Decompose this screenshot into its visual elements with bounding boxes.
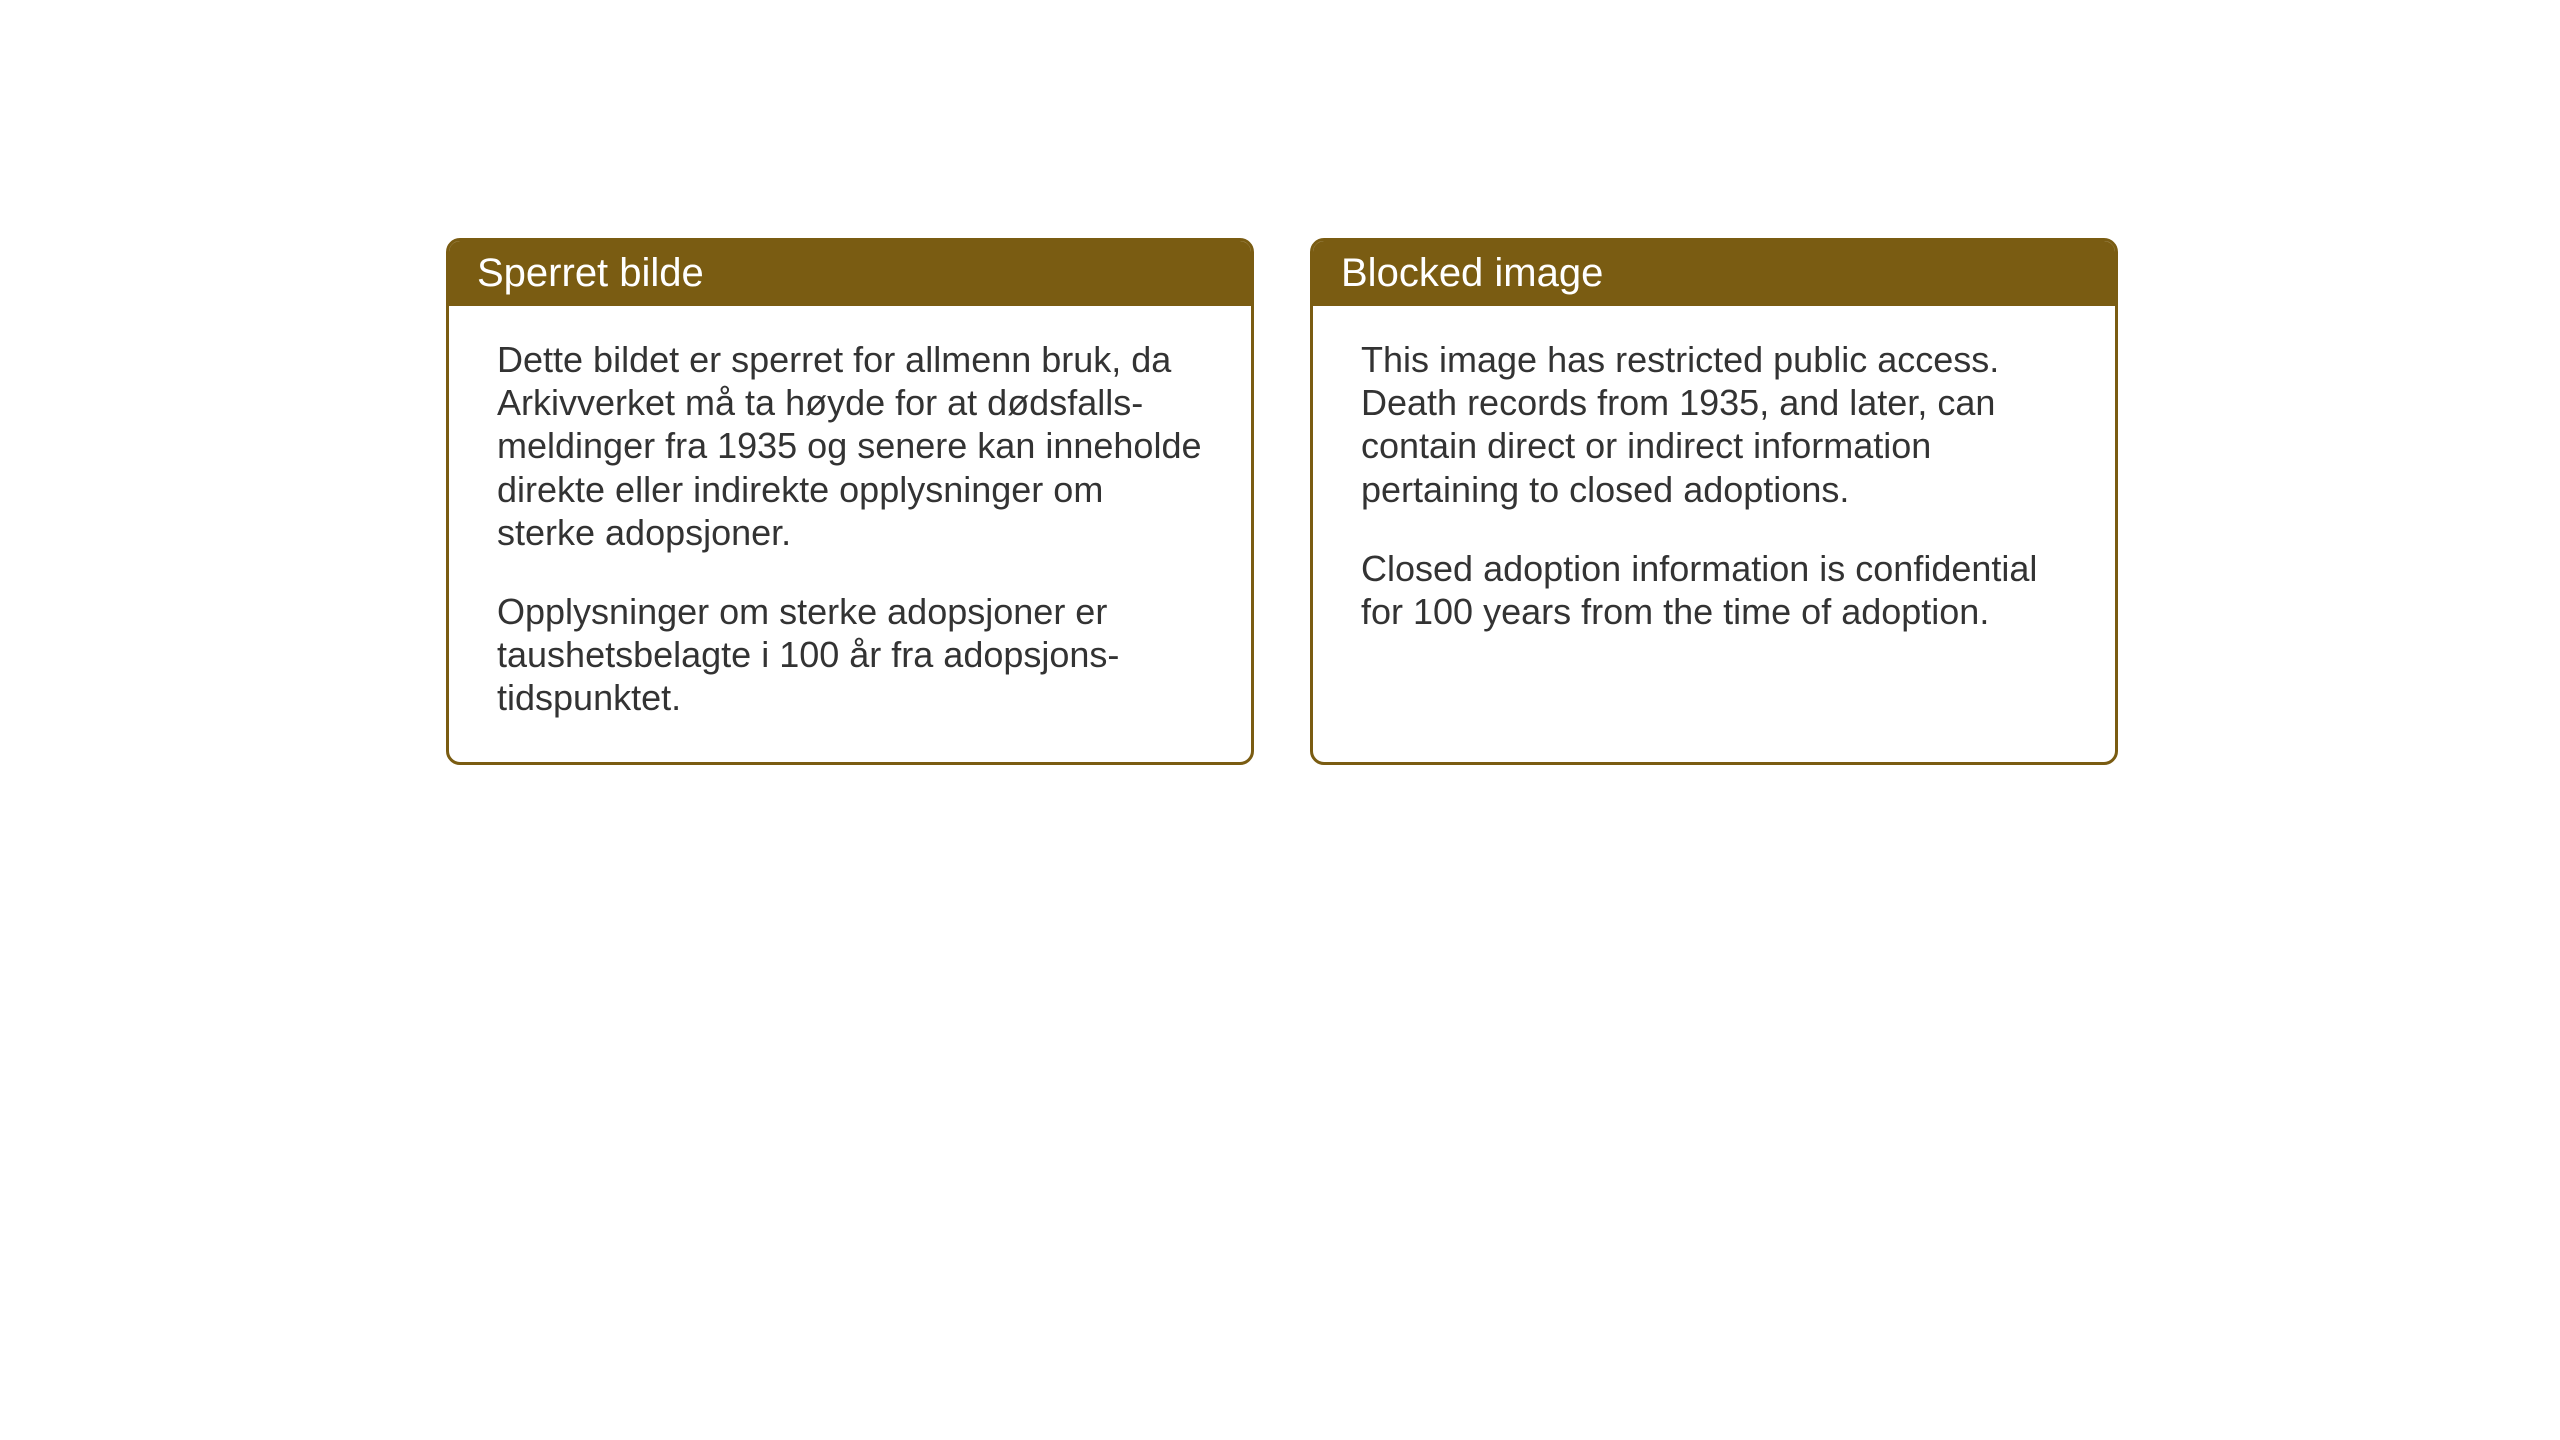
notice-title-norwegian: Sperret bilde <box>477 251 704 295</box>
notice-header-english: Blocked image <box>1313 241 2115 306</box>
notice-title-english: Blocked image <box>1341 251 1603 295</box>
notice-paragraph-1-norwegian: Dette bildet er sperret for allmenn bruk… <box>497 338 1203 554</box>
notice-box-english: Blocked image This image has restricted … <box>1310 238 2118 765</box>
notice-paragraph-2-english: Closed adoption information is confident… <box>1361 547 2067 633</box>
notice-container: Sperret bilde Dette bildet er sperret fo… <box>446 238 2118 765</box>
notice-box-norwegian: Sperret bilde Dette bildet er sperret fo… <box>446 238 1254 765</box>
notice-paragraph-1-english: This image has restricted public access.… <box>1361 338 2067 511</box>
notice-body-english: This image has restricted public access.… <box>1313 306 2115 675</box>
notice-paragraph-2-norwegian: Opplysninger om sterke adopsjoner er tau… <box>497 590 1203 720</box>
notice-header-norwegian: Sperret bilde <box>449 241 1251 306</box>
notice-body-norwegian: Dette bildet er sperret for allmenn bruk… <box>449 306 1251 762</box>
